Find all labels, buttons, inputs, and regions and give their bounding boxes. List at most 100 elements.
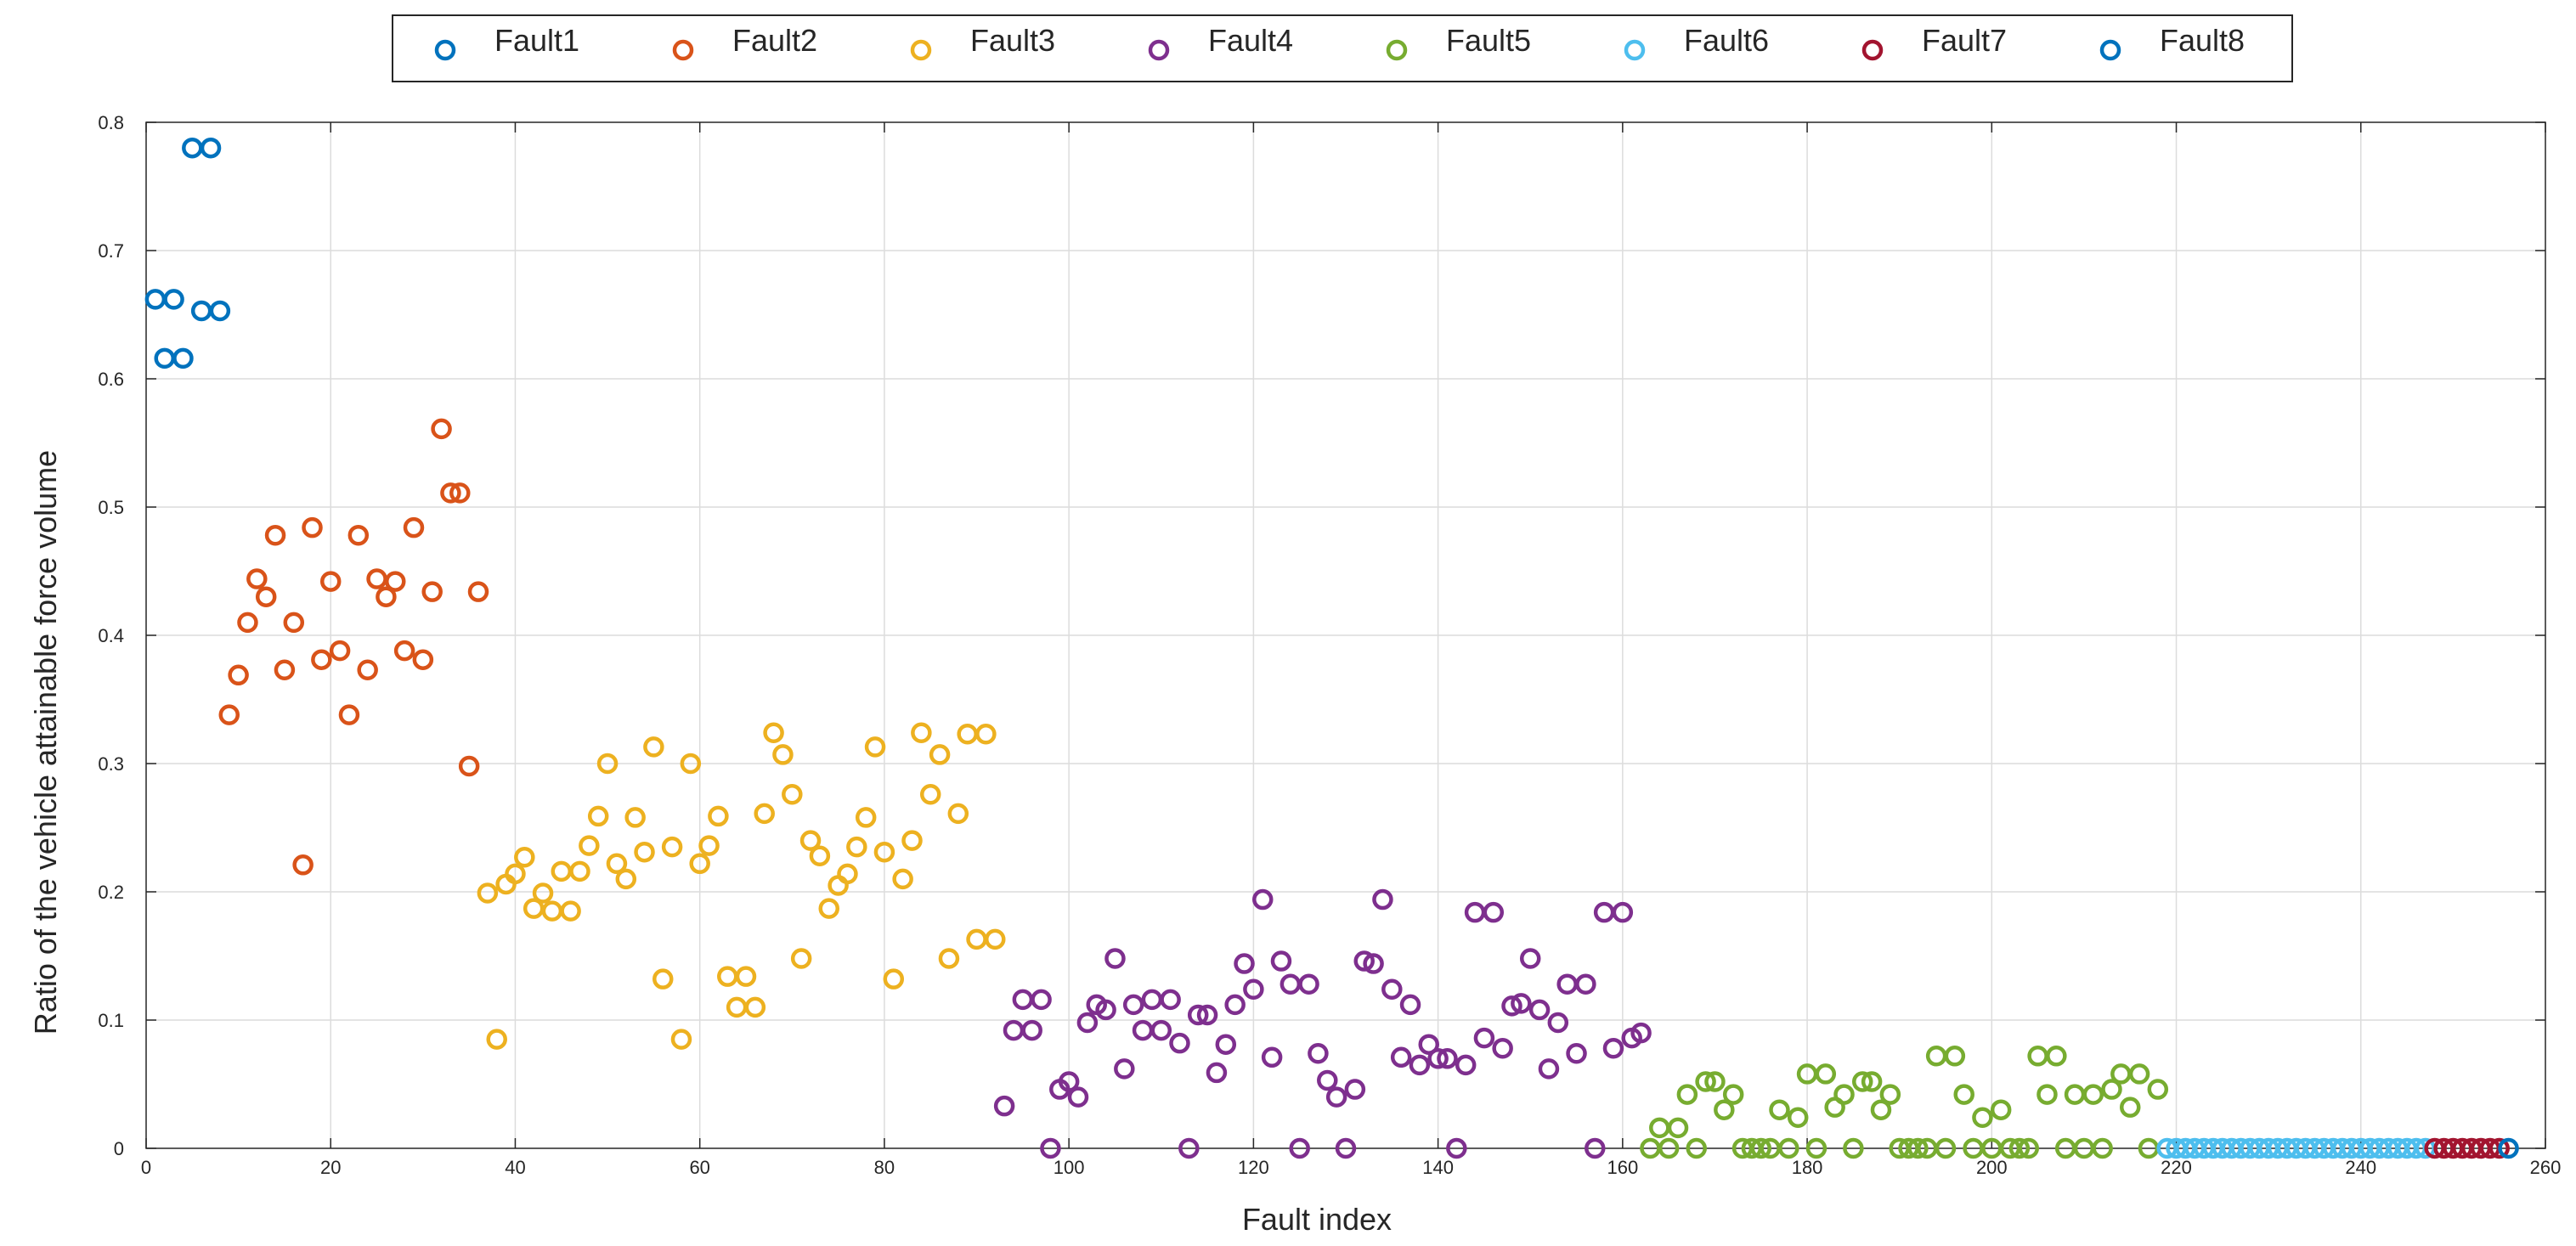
data-point [1160,989,1181,1011]
legend-label: Fault8 [2160,23,2245,58]
data-point [421,581,443,602]
data-point [1953,1084,1974,1105]
y-tick-label: 0.3 [98,753,124,775]
data-point [790,948,812,969]
data-point [357,659,378,681]
data-point [1095,999,1116,1021]
data-point [2128,1063,2150,1085]
x-tick-label: 100 [1054,1157,1085,1178]
data-point [1704,1071,1726,1092]
series-fault4 [993,888,1652,1159]
data-point [2046,1046,2067,1067]
data-point [744,996,766,1018]
legend-label: Fault6 [1684,23,1769,58]
data-point [560,900,581,922]
x-tick-label: 260 [2530,1157,2562,1178]
legend-label: Fault7 [1922,23,2007,58]
data-point [1289,1137,1310,1159]
legend-box [392,14,2293,82]
data-point [698,835,720,856]
y-tick-label: 0.2 [98,882,124,903]
data-point [892,868,913,890]
data-point [763,722,784,744]
series-fault7 [2424,1137,2510,1159]
data-point [1990,1099,2012,1120]
grid [146,122,2545,1148]
data-point [1446,1137,1467,1159]
data-point [1528,999,1551,1021]
data-point [385,571,406,592]
data-point [329,640,351,662]
data-point [228,664,249,686]
data-point [1012,989,1034,1011]
data-point [1335,1137,1357,1159]
data-point [218,704,240,725]
data-point [2101,1079,2122,1100]
data-point [347,524,370,546]
legend: Fault1 Fault2 Fault3 Fault4 Fault5 Fault6 Faul… [392,14,2293,82]
data-point [911,722,932,744]
data-point [1815,1063,1837,1085]
data-point [154,347,175,369]
data-point [579,835,600,856]
y-axis: 0 0.1 0.2 0.3 0.4 0.5 0.6 0.7 0.8 [98,112,2545,1159]
data-point [1473,1027,1495,1049]
data-point [1076,1012,1099,1034]
data-point [2498,1137,2519,1159]
data-point [1492,1037,1513,1059]
legend-marker [1624,39,1646,61]
legend-item-fault6: Fault6 [1624,23,1769,61]
y-tick-label: 0.5 [98,497,124,518]
data-point [2064,1084,2086,1105]
data-point [1317,1069,1338,1091]
legend-marker [1386,39,1408,61]
data-point [237,612,258,634]
data-point [883,968,905,989]
data-point [1972,1107,1993,1129]
data-point [1925,1046,1947,1067]
data-point [1519,948,1541,969]
data-point [1630,1022,1652,1044]
data-point [2488,1137,2510,1159]
series-fault5 [1640,1046,2169,1159]
data-point [1169,1032,1190,1054]
data-point [477,882,499,904]
data-point [661,836,683,858]
data-point [311,649,332,670]
data-point [255,586,277,607]
legend-label: Fault2 [732,23,817,58]
data-point [809,845,831,866]
legend-item-fault4: Fault4 [1148,23,1293,61]
data-point [708,805,729,827]
data-point [596,753,619,775]
x-tick-label: 60 [689,1157,709,1178]
legend-marker [672,39,694,61]
data-point [717,966,738,987]
data-point [1325,1086,1347,1108]
data-point [799,830,822,851]
data-point [670,1029,692,1050]
data-point [2008,1137,2031,1159]
data-point [412,649,434,670]
data-point [1178,1137,1200,1159]
x-tick-label: 220 [2161,1157,2192,1178]
data-point [1566,1043,1587,1064]
data-point [606,853,628,875]
data-point [449,482,471,504]
data-point [1427,1048,1449,1069]
data-point [772,744,794,765]
data-point [689,853,710,875]
x-tick-label: 20 [320,1157,341,1178]
data-point [864,736,886,758]
x-tick-label: 160 [1607,1157,1638,1178]
data-point [1787,1107,1809,1129]
data-point [163,289,184,310]
data-point [782,783,803,805]
data-point [1585,1137,1606,1159]
data-point [1196,1004,1218,1026]
data-point [1769,1099,1790,1120]
y-tick-label: 0.8 [98,112,124,133]
data-point [338,704,360,725]
series-fault8 [2498,1137,2519,1159]
